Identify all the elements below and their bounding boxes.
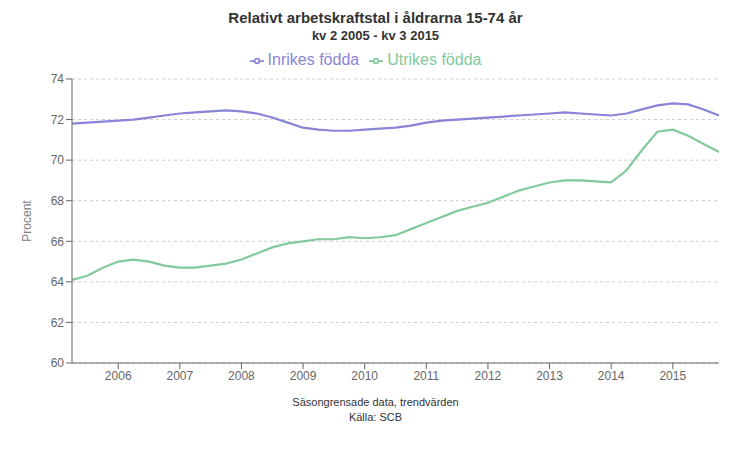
html-text:kv 2 2005 - kv 3 2015: kv 2 2005 - kv 3 2015 bbox=[311, 28, 440, 43]
svg-text:70: 70 bbox=[51, 153, 65, 167]
html-text:Källa: SCB: Källa: SCB bbox=[348, 411, 403, 423]
svg-text:72: 72 bbox=[51, 113, 65, 127]
svg-text:60: 60 bbox=[51, 356, 65, 370]
svg-text:2010: 2010 bbox=[351, 369, 378, 383]
svg-text:2012: 2012 bbox=[475, 369, 502, 383]
html-text:Utrikes födda: Utrikes födda bbox=[387, 51, 482, 68]
html-text:Relativt arbetskraftstal i åld: Relativt arbetskraftstal i åldrarna 15-7… bbox=[228, 9, 523, 26]
svg-text:2006: 2006 bbox=[105, 369, 132, 383]
svg-text:2007: 2007 bbox=[166, 369, 193, 383]
svg-text:2014: 2014 bbox=[598, 369, 625, 383]
svg-text:74: 74 bbox=[51, 72, 65, 86]
html-text:Säsongrensade data, trendvärde: Säsongrensade data, trendvärden bbox=[292, 396, 459, 408]
svg-text:62: 62 bbox=[51, 316, 65, 330]
svg-text:2011: 2011 bbox=[413, 369, 439, 383]
html-text:Inrikes födda: Inrikes födda bbox=[267, 51, 360, 68]
svg-text:64: 64 bbox=[51, 275, 65, 289]
svg-text:68: 68 bbox=[51, 194, 65, 208]
svg-text:2009: 2009 bbox=[290, 369, 317, 383]
svg-text:2008: 2008 bbox=[228, 369, 255, 383]
svg-text:2013: 2013 bbox=[536, 369, 563, 383]
svg-text:Procent: Procent bbox=[20, 200, 34, 242]
svg-text:2015: 2015 bbox=[659, 369, 686, 383]
svg-text:66: 66 bbox=[51, 235, 65, 249]
